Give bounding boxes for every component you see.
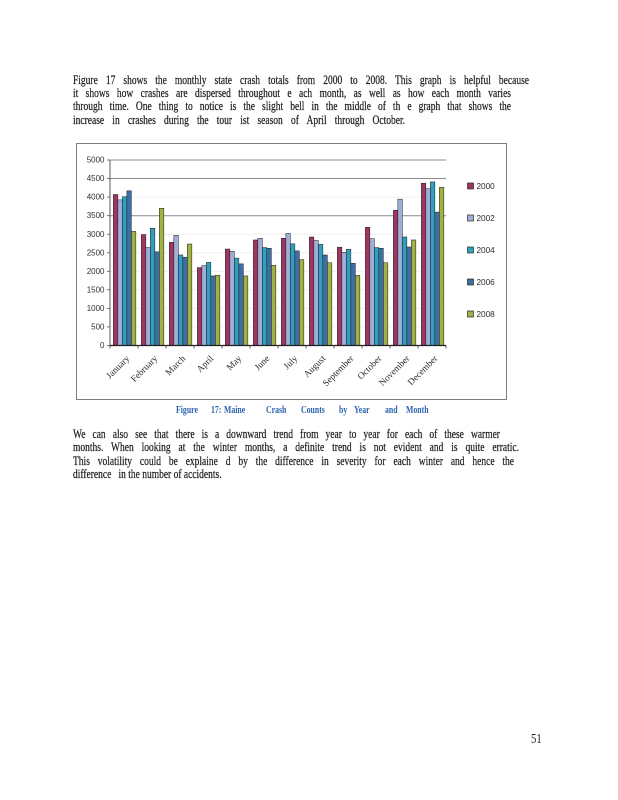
svg-text:3000: 3000 [87, 230, 105, 239]
svg-text:4000: 4000 [87, 193, 105, 202]
svg-text:5000: 5000 [87, 156, 105, 165]
svg-text:0: 0 [100, 341, 105, 350]
svg-text:2500: 2500 [87, 248, 105, 257]
svg-text:2000: 2000 [87, 267, 105, 276]
svg-text:1000: 1000 [87, 304, 105, 313]
svg-text:2008: 2008 [477, 310, 496, 319]
svg-text:2000: 2000 [477, 182, 496, 191]
svg-text:4500: 4500 [87, 174, 105, 183]
svg-text:3500: 3500 [87, 211, 105, 220]
svg-text:1500: 1500 [87, 285, 105, 294]
svg-text:2004: 2004 [477, 246, 496, 255]
svg-text:2006: 2006 [477, 278, 496, 287]
svg-text:500: 500 [91, 323, 105, 332]
svg-text:2002: 2002 [477, 214, 496, 223]
